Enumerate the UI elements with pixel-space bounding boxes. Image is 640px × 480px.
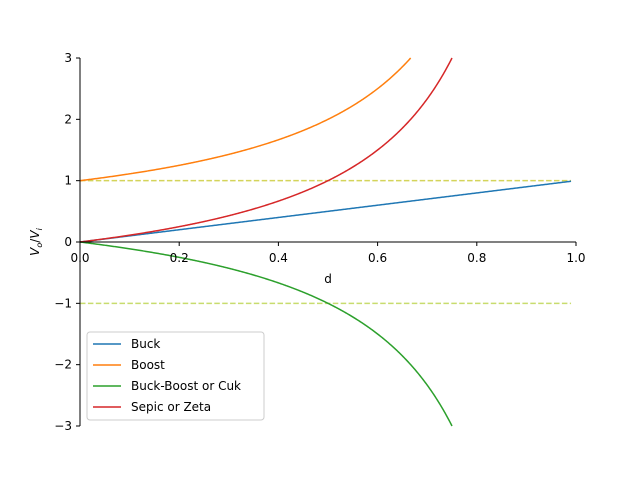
y-axis-label: Vo/Vi: [28, 227, 44, 255]
y-tick-label: 2: [64, 112, 72, 126]
y-tick-label: 3: [64, 51, 72, 65]
y-label-main-2: V: [28, 230, 42, 239]
series-lines: [79, 57, 572, 427]
series-line-buck-boost-or-cuk: [79, 241, 453, 427]
y-tick-label: −1: [54, 296, 72, 310]
series-line-sepic-or-zeta: [79, 57, 453, 243]
y-label-slash: /: [28, 238, 42, 243]
series-line-boost: [79, 57, 412, 182]
x-tick-label: 0.2: [170, 251, 189, 265]
x-tick-label: 0.8: [467, 251, 486, 265]
legend-label: Buck-Boost or Cuk: [131, 379, 241, 393]
legend-label: Buck: [131, 337, 160, 351]
legend-label: Sepic or Zeta: [131, 400, 211, 414]
y-tick-label: −2: [54, 358, 72, 372]
y-label-main: V: [28, 247, 42, 256]
series-line-buck: [79, 180, 572, 243]
y-label-sub-o: o: [35, 243, 44, 248]
y-tick-label: 0: [64, 235, 72, 249]
x-tick-label: 0.0: [70, 251, 89, 265]
legend-label: Boost: [131, 358, 165, 372]
x-tick-label: 0.4: [269, 251, 288, 265]
x-tick-label: 1.0: [566, 251, 585, 265]
reference-lines: [80, 179, 572, 305]
legend: Buck Boost Buck-Boost or Cuk Sepic or Zeta: [86, 331, 265, 421]
y-tick-label: 1: [64, 174, 72, 188]
x-tick-label: 0.6: [368, 251, 387, 265]
x-axis-label: d: [324, 272, 332, 286]
x-ticks: 0.0 0.2 0.4 0.6 0.8 1.0: [70, 242, 586, 265]
y-tick-label: −3: [54, 419, 72, 433]
y-label-sub-i: i: [35, 227, 44, 230]
legend-box: [86, 331, 265, 421]
y-ticks: 3 2 1 0 −1 −2 −3: [54, 51, 80, 433]
